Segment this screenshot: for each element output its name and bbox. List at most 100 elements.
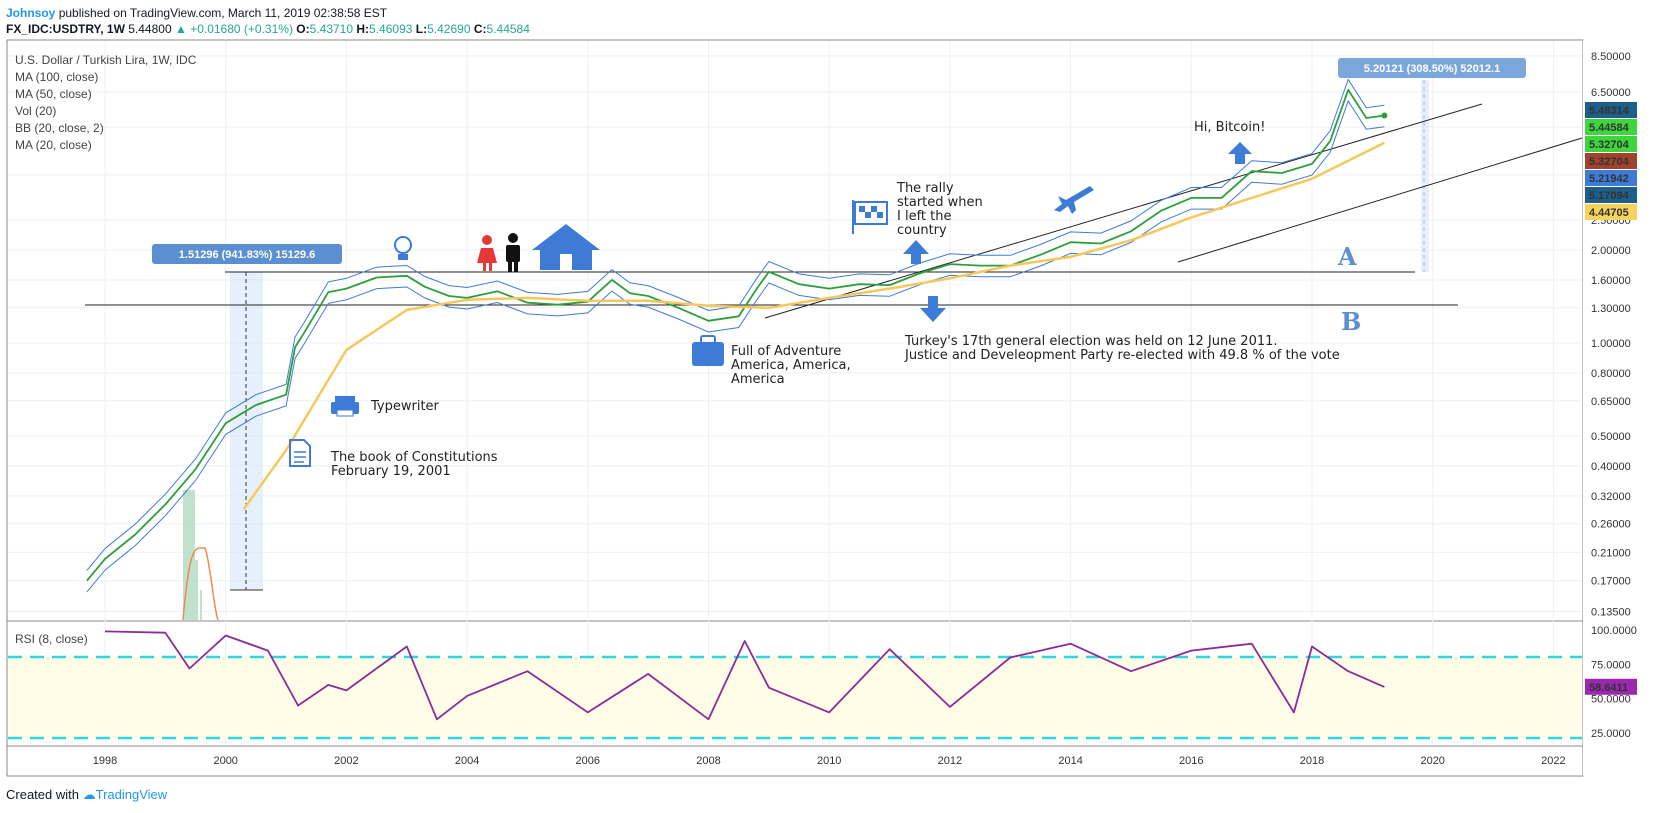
note-adventure-2[interactable]: America, America,	[731, 358, 851, 373]
y-tick-label: 0.21000	[1591, 547, 1631, 559]
rsi-tick-label: 50.0000	[1591, 694, 1631, 706]
label-a: A	[1337, 242, 1357, 271]
legend-indicator[interactable]: BB (20, close, 2)	[15, 121, 104, 135]
legend-indicator[interactable]: MA (100, close)	[15, 70, 98, 84]
publish-header: Johnsoy published on TradingView.com, Ma…	[6, 6, 387, 20]
note-typewriter[interactable]: Typewriter	[370, 399, 440, 414]
x-tick-label: 2000	[213, 755, 237, 767]
y-tick-label: 0.17000	[1591, 576, 1631, 588]
note-election-1[interactable]: Turkey's 17th general election was held …	[904, 334, 1278, 349]
note-rally-4[interactable]: country	[897, 223, 947, 238]
legend-indicator[interactable]: MA (50, close)	[15, 87, 92, 101]
price-tag: 5.32704	[1589, 139, 1630, 151]
legend-indicator[interactable]: MA (20, close)	[15, 138, 92, 152]
y-tick-label: 0.80000	[1591, 368, 1631, 380]
y-tick-label: 2.00000	[1591, 245, 1631, 257]
price-tag-bg	[1585, 153, 1637, 169]
lightbulb-icon	[394, 236, 412, 260]
rsi-axis-labels: 100.0000 75.0000 50.0000 25.0000	[1591, 625, 1637, 740]
volume-ma	[182, 547, 219, 621]
volume-bar	[200, 590, 202, 620]
woman-icon	[477, 235, 497, 271]
x-tick-label: 2020	[1420, 755, 1444, 767]
airplane-icon	[1054, 186, 1094, 214]
price-tag: 5.44584	[1589, 122, 1630, 134]
house-icon	[532, 224, 600, 270]
rsi-legend-title[interactable]: RSI (8, close)	[15, 632, 88, 646]
price-tag-bg	[1585, 136, 1637, 152]
high-label: H:	[356, 22, 370, 36]
series-line	[86, 88, 1385, 582]
x-tick-label: 2014	[1058, 755, 1082, 767]
x-tick-label: 2008	[696, 755, 720, 767]
rsi-tick-label: 75.0000	[1591, 659, 1631, 671]
price-tag-bg	[1585, 119, 1637, 135]
y-tick-label: 1.00000	[1591, 338, 1631, 350]
measure-box-2[interactable]	[1421, 80, 1429, 272]
price-tag-bg	[1585, 102, 1637, 118]
note-rally-1[interactable]: The rally	[896, 181, 954, 196]
symbol-label: FX_IDC:USDTRY, 1W	[6, 22, 125, 36]
grid	[8, 41, 1582, 745]
trend-line-2[interactable]	[1177, 137, 1583, 263]
footer: Created with ☁TradingView	[6, 787, 167, 803]
note-adventure-1[interactable]: Full of Adventure	[731, 344, 841, 359]
x-tick-label: 2002	[334, 755, 358, 767]
price-tag: 5.17094	[1589, 190, 1630, 202]
price-tag-bg	[1585, 170, 1637, 186]
note-bitcoin[interactable]: Hi, Bitcoin!	[1194, 120, 1265, 135]
x-tick-label: 2022	[1541, 755, 1565, 767]
arrow-up-icon	[903, 240, 929, 264]
briefcase-icon	[692, 335, 724, 366]
y-tick-label: 1.30000	[1591, 303, 1631, 315]
label-b: B	[1341, 307, 1361, 336]
close-value: 5.44584	[486, 22, 530, 36]
footer-brand[interactable]: TradingView	[95, 787, 168, 802]
series-line	[104, 630, 1385, 721]
legend-indicator[interactable]: Vol (20)	[15, 104, 56, 118]
price-tag: 5.32704	[1589, 156, 1630, 168]
footer-created: Created with	[6, 787, 79, 802]
measure-label-2[interactable]: 5.20121 (308.50%) 52012.1	[1364, 63, 1500, 75]
price-tag: 5.21942	[1589, 173, 1629, 185]
high-value: 5.46093	[369, 22, 413, 36]
x-tick-label: 2004	[455, 755, 479, 767]
rsi-tick-label: 25.0000	[1591, 728, 1631, 740]
tradingview-logo[interactable]: ☁TradingView	[82, 787, 168, 802]
y-tick-label: 6.50000	[1591, 87, 1631, 99]
note-adventure-3[interactable]: America	[731, 372, 785, 387]
trend-line-1[interactable]	[764, 103, 1483, 319]
price-tag: 5.48314	[1589, 105, 1630, 117]
ohlc-header: FX_IDC:USDTRY, 1W 5.44800 ▲ +0.01680 (+0…	[6, 22, 530, 36]
note-rally-3[interactable]: I left the	[897, 209, 952, 224]
close-label: C:	[473, 22, 487, 36]
price-tag-bg	[1585, 187, 1637, 203]
volume-bar	[195, 560, 198, 620]
y-tick-label: 0.50000	[1591, 431, 1631, 443]
low-value: 5.42690	[427, 22, 471, 36]
rsi-tick-label: 100.0000	[1591, 625, 1637, 637]
y-tick-label: 0.32000	[1591, 491, 1631, 503]
man-icon	[506, 233, 520, 272]
bollinger-lower	[86, 99, 1385, 593]
measure-label-1[interactable]: 1.51296 (941.83%) 15129.6	[179, 249, 315, 261]
price-tag-bg	[1585, 204, 1637, 220]
author-name[interactable]: Johnsoy	[6, 6, 56, 20]
y-tick-label: 0.40000	[1591, 461, 1631, 473]
note-election-2[interactable]: Justice and Develeopment Party re-electe…	[904, 348, 1340, 363]
document-icon	[289, 439, 311, 467]
note-rally-2[interactable]: started when	[897, 195, 983, 210]
low-label: L:	[415, 22, 428, 36]
y-tick-label: 1.60000	[1591, 275, 1631, 287]
note-constitution-2[interactable]: February 19, 2001	[331, 464, 451, 479]
measure-box-1[interactable]	[230, 272, 263, 590]
note-constitution-1[interactable]: The book of Constitutions	[330, 450, 498, 465]
x-tick-label: 2016	[1179, 755, 1203, 767]
legend-title[interactable]: U.S. Dollar / Turkish Lira, 1W, IDC	[15, 53, 197, 67]
price-change: ▲ +0.01680 (+0.31%)	[174, 22, 293, 36]
price-tags: 5.48314 5.44584 5.32704 5.32704 5.21942 5.170…	[1585, 102, 1637, 695]
measure-label-1-bg	[152, 244, 342, 264]
series-line	[242, 141, 1385, 510]
last-price: 5.44800	[128, 22, 172, 36]
